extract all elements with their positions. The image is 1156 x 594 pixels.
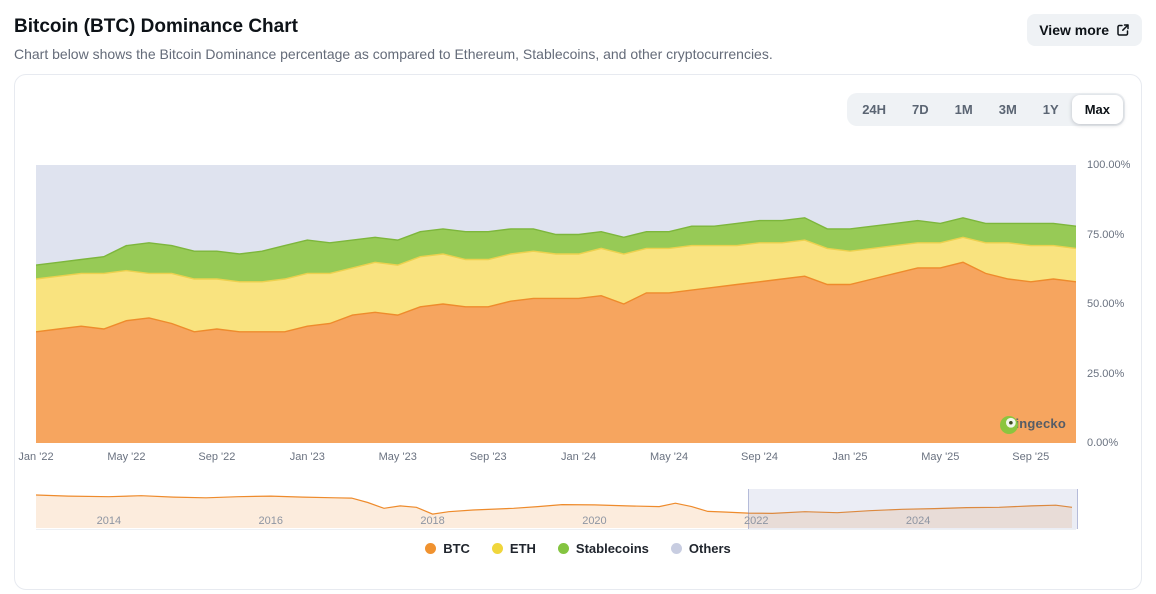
x-axis-label: May '24 [649,451,689,463]
chart-legend: BTC ETH Stablecoins Others [15,541,1141,556]
page-subtitle: Chart below shows the Bitcoin Dominance … [14,46,773,62]
legend-label: Stablecoins [575,541,649,556]
view-more-label: View more [1039,22,1109,38]
area-top-line-stablecoins [36,217,1076,266]
range-button-1y[interactable]: 1Y [1030,95,1072,124]
range-button-1m[interactable]: 1M [942,95,986,124]
y-axis-label: 0.00% [1087,437,1119,449]
range-button-7d[interactable]: 7D [899,95,942,124]
y-axis-label: 100.00% [1087,159,1131,171]
navigator-chart [36,494,1073,528]
x-axis-label: Sep '23 [469,451,507,463]
x-axis-label: Sep '22 [198,451,236,463]
area-band-others [36,165,1076,266]
external-link-icon [1117,24,1129,36]
y-axis-label: 75.00% [1087,228,1125,241]
legend-dot-others [670,543,682,554]
area-top-line-btc [36,261,1076,333]
navigator-line [36,494,1073,515]
y-axis-label: 50.00% [1087,298,1125,310]
x-axis-label: Jan '23 [289,451,325,463]
x-axis-label: Jan '22 [18,451,54,463]
coingecko-logo-icon [999,416,1018,434]
legend-item-others[interactable]: Others [670,541,731,556]
legend-dot-btc [425,543,437,554]
x-axis-label: Jan '25 [832,451,868,463]
chart-navigator[interactable]: 2014 2016 2018 2020 2022 2024 [36,489,1078,530]
page-header: Bitcoin (BTC) Dominance Chart View more … [0,0,1156,62]
stacked-area-chart[interactable] [36,165,1076,443]
area-band-eth [36,237,1076,332]
coingecko-watermark: coingecko [999,416,1066,434]
view-more-button[interactable]: View more [1027,14,1142,46]
nav-selection[interactable] [748,489,1078,529]
legend-label: Others [688,541,731,556]
x-axis-label: Sep '25 [1012,451,1050,463]
y-axis-label: 25.00% [1087,367,1125,380]
page-title: Bitcoin (BTC) Dominance Chart [14,16,298,37]
range-button-3m[interactable]: 3M [986,95,1030,124]
x-axis-label: Jan '24 [561,451,597,463]
chart-card: 24H 7D 1M 3M 1Y Max coingecko 100.00% 75.00% 50… [14,74,1142,590]
legend-item-btc[interactable]: BTC [425,541,470,556]
area-band-stablecoins [36,217,1076,282]
range-button-max[interactable]: Max [1071,95,1123,124]
x-axis-label: May '22 [107,451,146,463]
legend-item-eth[interactable]: ETH [491,541,536,556]
legend-dot-stablecoins [557,543,569,554]
legend-dot-eth [491,543,503,554]
x-axis-label: May '25 [921,451,960,463]
x-axis: Jan '22 May '22 Sep '22 Jan '23 May '23 Sep '… [18,451,1076,467]
x-axis-label: May '23 [378,451,417,463]
legend-label: ETH [509,541,536,556]
area-band-btc [36,262,1076,443]
x-axis-label: Sep '24 [740,451,778,463]
legend-label: BTC [443,541,470,556]
legend-item-stablecoins[interactable]: Stablecoins [557,541,649,556]
area-top-line-eth [36,236,1076,283]
range-selector: 24H 7D 1M 3M 1Y Max [847,93,1125,126]
navigator-area-fill [36,495,1072,528]
dominance-chart-plot[interactable]: coingecko [36,165,1076,443]
range-button-24h[interactable]: 24H [849,95,899,124]
y-axis: 100.00% 75.00% 50.00% 25.00% 0.00% [1087,159,1153,449]
